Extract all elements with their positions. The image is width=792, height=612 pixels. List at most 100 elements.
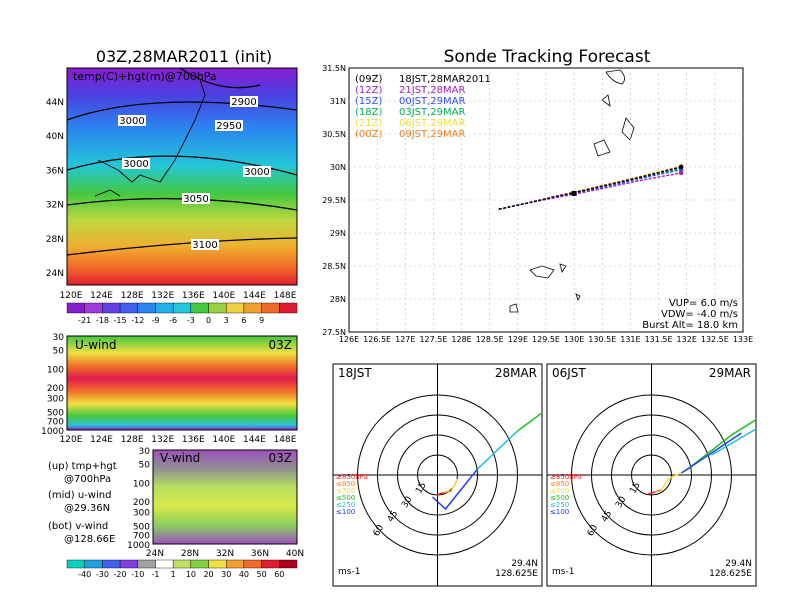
colorbar-tick: 50 [257,570,267,579]
pressure-tick: 500 [47,408,64,418]
hodograph-segment [681,432,742,474]
x-tick-label: 127.5E [419,335,447,344]
lon-tick-label: 140E [212,435,235,445]
lat-tick-label: 44N [46,98,64,108]
colorbar-swatch [172,302,192,314]
v-time: 03Z [269,451,293,465]
coastline [94,79,206,197]
lon-tick-label: 132E [151,435,174,445]
level-legend: ≤250 [550,501,569,509]
colorbar-swatch [226,559,245,569]
colorbar-swatch [243,302,262,314]
u-label: U-wind [75,338,116,352]
colorbar-swatch [102,302,121,314]
colorbar-tick: -1 [151,570,159,579]
ring-label: 45 [386,509,400,524]
hgt-contour-a [66,101,298,121]
legend-line: @700hPa [64,474,111,485]
colorbar-tick: 10 [186,570,196,579]
colorbar-swatch [279,559,298,569]
y-tick-label: 31.5N [322,64,346,73]
hodograph-segment [476,430,519,470]
pressure-tick: 30 [53,333,65,343]
colorbar-swatch [155,302,174,314]
traj-legend: (09Z) 18JST,28MAR2011 (12Z) 21JST,28MAR (15Z… [355,74,491,140]
pressure-tick: 30 [139,447,151,457]
legend-code: (18Z) [355,107,382,118]
contour-label-bg [230,96,258,107]
legend-code: (15Z) [355,96,382,107]
pressure-tick: 500 [133,522,150,532]
x-tick-label: 130.5E [588,335,616,344]
colorbar-tick: 0 [206,316,211,325]
hodo-date-label: 29MAR [709,366,751,380]
hodo-date-label: 28MAR [495,366,537,380]
contour-label: 2900 [231,97,256,108]
v-field [153,450,297,544]
colorbar-tick: 60 [274,570,284,579]
colorbar-swatch [119,302,138,314]
lon-tick-label: 148E [274,435,297,445]
trajectory-endpoint [678,164,684,170]
legend-line: @128.66E [64,534,115,545]
lon-tick-label: 124E [90,435,113,445]
colorbar-swatch [119,559,138,569]
lon-tick-label: 124E [90,291,113,301]
colorbar-swatch [243,559,262,569]
colorbar-tick: -30 [96,570,109,579]
colorbar-swatch [208,559,227,569]
hodograph-segment [686,418,756,471]
hodo-time-label: 06JST [552,366,586,380]
hodograph-segment [711,428,756,456]
hodo-lat: 29.4N [511,559,538,569]
colorbar-tick: -15 [114,316,127,325]
contour-label-bg [182,193,210,204]
lat-tick-label: 32N [46,201,64,211]
pressure-tick: 300 [47,395,64,405]
colorbar-swatch [279,302,298,314]
lon-tick-label: 132E [151,291,174,301]
x-tick-label: 126E [339,335,359,344]
legend-label: 00JST,29MAR [399,96,466,107]
temp-colorbar: -21 -18 -15 -12 -9 -6 -3 0 3 6 9 [66,302,298,325]
level-legend: ≤250 [336,501,355,509]
pressure-tick: 100 [133,479,150,489]
y-tick-label: 30.5N [322,130,346,139]
hodograph-segment [517,411,542,432]
level-legend: ≤500 [550,494,569,502]
lon-tick-label: 120E [60,435,83,445]
colorbar-tick: -10 [131,570,144,579]
colorbar-swatch [137,302,156,314]
u-lon-ticks: 120E 124E 128E 132E 136E 140E 144E 148E [60,435,297,445]
contour-label: 2950 [216,121,241,132]
hodograph-segment [431,468,479,511]
hgt-contour-d [66,237,298,256]
x-tick-label: 131E [620,335,640,344]
lon-tick-label: 144E [243,291,266,301]
temp-frame [66,67,298,286]
v-frame [152,449,298,545]
trajectory-line [498,166,682,210]
legend-code: (00Z) [355,129,382,140]
colorbar-swatch [226,302,245,314]
ring-label: 15 [414,481,428,496]
hodo-time-label: 18JST [338,366,372,380]
pressure-tick: 700 [47,417,64,427]
contour-labels: 2900 3000 2950 3000 3000 3050 3100 [118,96,271,251]
level-legend: ≥850hPa [550,473,582,481]
hodograph-segment [648,491,655,495]
legend-label: 06JST,29MAR [399,118,466,129]
x-tick-label: 130E [564,335,584,344]
lat-tick-label: 36N [251,549,269,559]
pressure-tick: 1000 [127,541,150,551]
pressure-tick: 200 [47,384,64,394]
colorbar-tick: -3 [187,316,195,325]
lat-tick-label: 28N [46,235,64,245]
pressure-tick: 50 [53,347,65,357]
